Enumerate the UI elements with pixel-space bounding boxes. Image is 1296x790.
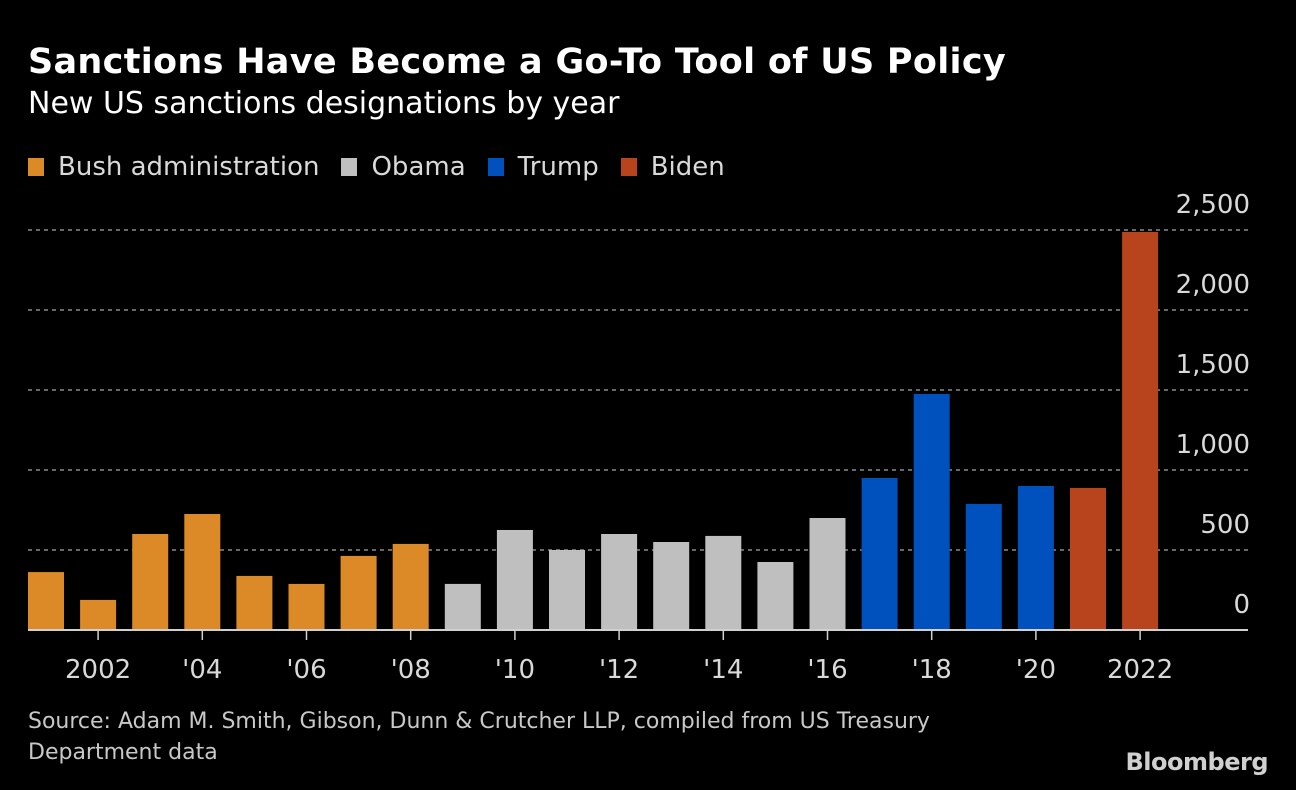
bar-2010 (496, 530, 533, 630)
bar-2017 (861, 478, 898, 630)
legend-swatch-trump (487, 158, 504, 176)
x-tick-label: '10 (495, 655, 535, 685)
y-axis-labels: 0 500 1,000 1,500 2,000 2,500 (1176, 190, 1250, 620)
bar-2007 (340, 555, 377, 630)
x-tick-label: '14 (703, 655, 743, 685)
legend-label-obama: Obama (371, 152, 466, 182)
bar-2013 (653, 542, 690, 630)
legend-swatch-biden (620, 158, 637, 176)
x-tick-label: 2002 (65, 655, 131, 685)
bar-2008 (392, 543, 429, 630)
chart-title: Sanctions Have Become a Go-To Tool of US… (28, 42, 1006, 82)
bar-2009 (444, 583, 481, 630)
y-tick-label: 500 (1200, 510, 1250, 540)
bar-2015 (757, 562, 794, 630)
x-tick-label: '08 (391, 655, 431, 685)
legend-label-biden: Biden (650, 152, 725, 182)
bar-2003 (132, 534, 169, 630)
chart-subtitle: New US sanctions designations by year (28, 86, 620, 121)
bar-2019 (965, 503, 1002, 630)
y-tick-label: 1,000 (1176, 430, 1250, 460)
x-tick-label: '04 (182, 655, 222, 685)
legend-item-trump: Trump (487, 152, 599, 182)
legend-item-biden: Biden (620, 152, 725, 182)
bar-2021 (1070, 487, 1106, 630)
x-tick-label: '06 (286, 655, 326, 685)
x-tick-label: '12 (599, 655, 639, 685)
bar-2018 (913, 394, 950, 630)
legend-item-obama: Obama (341, 152, 466, 182)
x-tick-label: '18 (912, 655, 952, 685)
legend-swatch-bush (28, 158, 44, 176)
bar-2011 (549, 550, 585, 630)
x-axis (28, 629, 1248, 640)
y-tick-label: 2,500 (1176, 190, 1250, 220)
bar-2016 (809, 518, 846, 630)
y-tick-label: 1,500 (1176, 350, 1250, 380)
bar-2004 (184, 514, 221, 630)
legend-swatch-obama (341, 158, 358, 176)
x-tick-label: '20 (1016, 655, 1056, 685)
x-axis-labels: 2002 '04 '06 '08 '10 '12 '14 '16 '18 '20 2022 (65, 655, 1173, 685)
legend-label-trump: Trump (517, 152, 599, 182)
bar-2020 (1017, 486, 1054, 630)
y-tick-label: 0 (1233, 590, 1250, 620)
x-tick-label: '16 (807, 655, 847, 685)
gridlines (28, 229, 1248, 551)
bar-2012 (601, 534, 638, 630)
bar-2022 (1122, 231, 1159, 631)
legend-item-bush: Bush administration (28, 152, 319, 182)
bar-2005 (236, 575, 273, 630)
bar-2002 (80, 599, 117, 630)
source-note: Source: Adam M. Smith, Gibson, Dunn & Cr… (28, 709, 930, 765)
bar-2014 (705, 535, 742, 630)
bar-2006 (288, 583, 325, 630)
legend: Bush administration Obama Trump Biden (28, 152, 747, 182)
y-tick-label: 2,000 (1176, 270, 1250, 300)
bloomberg-logo: Bloomberg (1125, 748, 1269, 776)
legend-label-bush: Bush administration (58, 152, 320, 182)
x-tick-label: 2022 (1107, 655, 1173, 685)
bar-2001 (28, 572, 64, 630)
bars (28, 231, 1159, 631)
